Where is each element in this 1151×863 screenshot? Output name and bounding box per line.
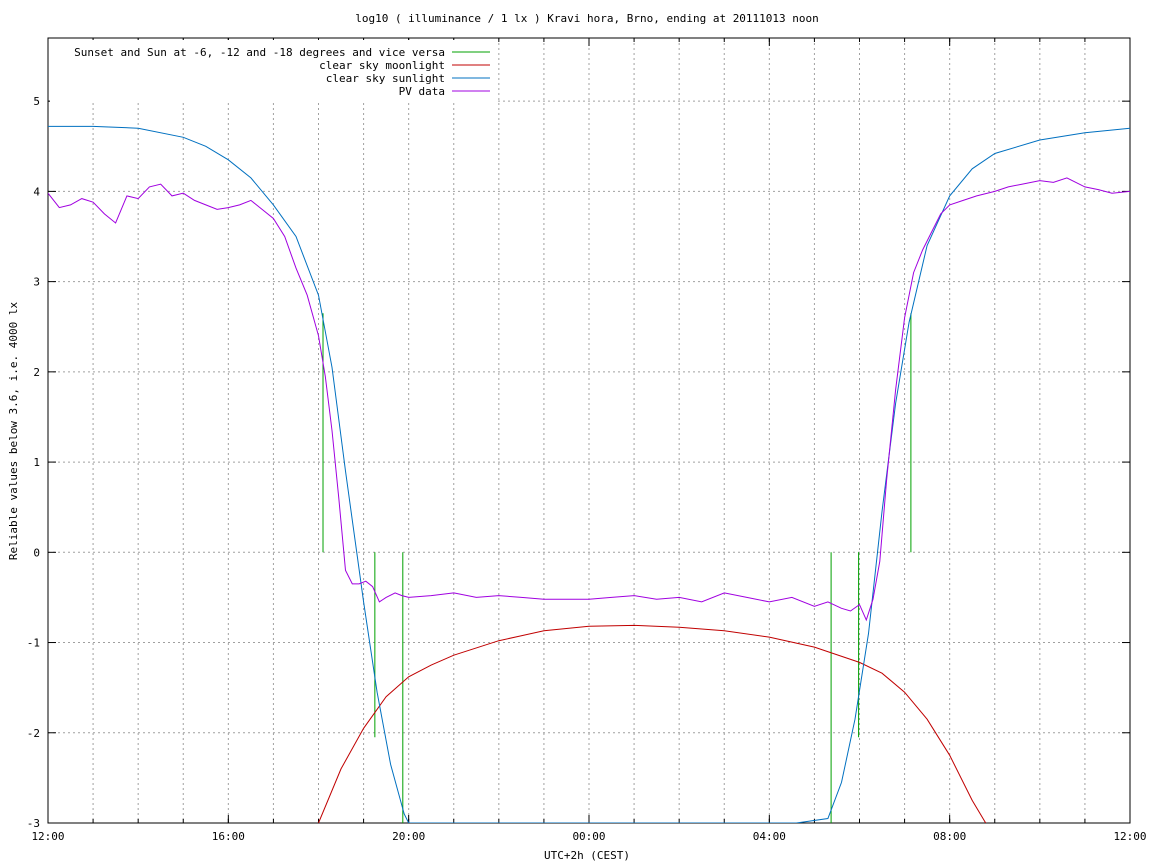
y-tick-label: 5: [33, 95, 40, 108]
plot-frame: [47, 37, 1131, 824]
y-tick-label: 4: [33, 185, 40, 198]
series-layer: [48, 125, 1130, 823]
legend-label: clear sky sunlight: [326, 72, 445, 85]
series-line-1: [318, 624, 987, 823]
legend-label: Sunset and Sun at -6, -12 and -18 degree…: [74, 46, 445, 59]
legend-background: [50, 40, 498, 102]
series-line-3: [48, 177, 1130, 622]
x-axis-label: UTC+2h (CEST): [544, 849, 630, 862]
series-line-2: [48, 125, 1130, 823]
axis-ticks: -3 -2 -1 0 1 2 3 4 5 12:00 16:00 20:00 00:00 04:00 08:…: [27, 38, 1147, 843]
grid: [48, 38, 1130, 823]
y-axis-label: Reliable values below 3.6, i.e. 4000 lx: [7, 301, 20, 560]
y-tick-label: 3: [33, 276, 40, 289]
x-tick-label: 20:00: [392, 830, 425, 843]
y-tick-label: 0: [33, 546, 40, 559]
series-group: [48, 125, 1130, 823]
legend-label: PV data: [399, 85, 445, 98]
y-tick-label: 2: [33, 366, 40, 379]
y-tick-label: 1: [33, 456, 40, 469]
y-tick-label: -1: [27, 637, 40, 650]
x-tick-label: 04:00: [753, 830, 786, 843]
y-tick-label: -3: [27, 817, 40, 830]
chart-title: log10 ( illuminance / 1 lx ) Kravi hora,…: [355, 12, 819, 25]
y-tick-label: -2: [27, 727, 40, 740]
x-tick-label: 08:00: [933, 830, 966, 843]
legend: Sunset and Sun at -6, -12 and -18 degree…: [74, 46, 490, 98]
legend-label: clear sky moonlight: [319, 59, 445, 72]
x-tick-label: 00:00: [572, 830, 605, 843]
x-tick-label: 16:00: [212, 830, 245, 843]
x-tick-label: 12:00: [1113, 830, 1146, 843]
x-tick-label: 12:00: [31, 830, 64, 843]
